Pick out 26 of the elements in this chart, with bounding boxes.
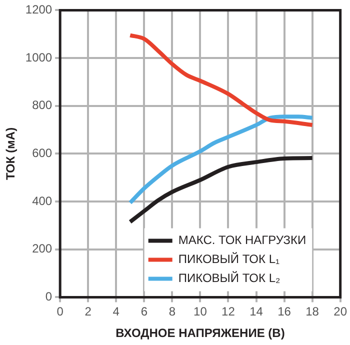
x-tick-label: 2 (84, 304, 92, 319)
legend-label: МАКС. ТОК НАГРУЗКИ (178, 233, 306, 248)
x-tick-label: 20 (334, 304, 348, 319)
x-tick-label: 12 (222, 304, 236, 319)
x-tick-label: 0 (56, 304, 64, 319)
y-tick-label: 1200 (25, 2, 52, 17)
y-tick-label: 1000 (25, 50, 52, 64)
line-series (128, 114, 314, 205)
y-tick-label: 800 (32, 98, 52, 112)
x-tick-label: 14 (250, 304, 264, 319)
line-series (128, 156, 314, 224)
y-tick-label: 600 (32, 146, 52, 160)
y-tick-label: 0 (45, 290, 52, 304)
x-tick-label: 8 (168, 304, 176, 319)
x-tick-label: 6 (140, 304, 148, 319)
x-tick-label: 10 (194, 304, 208, 319)
x-axis-title: ВХОДНОЕ НАПРЯЖЕНИЕ (В) (116, 326, 285, 340)
y-tick-label: 400 (32, 194, 52, 208)
y-axis-title: ТОК (мА) (4, 127, 18, 180)
y-tick-label: 200 (32, 242, 52, 256)
line-series (128, 33, 314, 127)
x-tick-label: 18 (306, 304, 320, 319)
x-tick-label: 16 (278, 304, 292, 319)
legend-label: ПИКОВЫЙ ТОК L₂ (178, 271, 280, 286)
x-tick-label: 4 (112, 304, 120, 319)
legend-label: ПИКОВЫЙ ТОК L₁ (178, 252, 280, 266)
